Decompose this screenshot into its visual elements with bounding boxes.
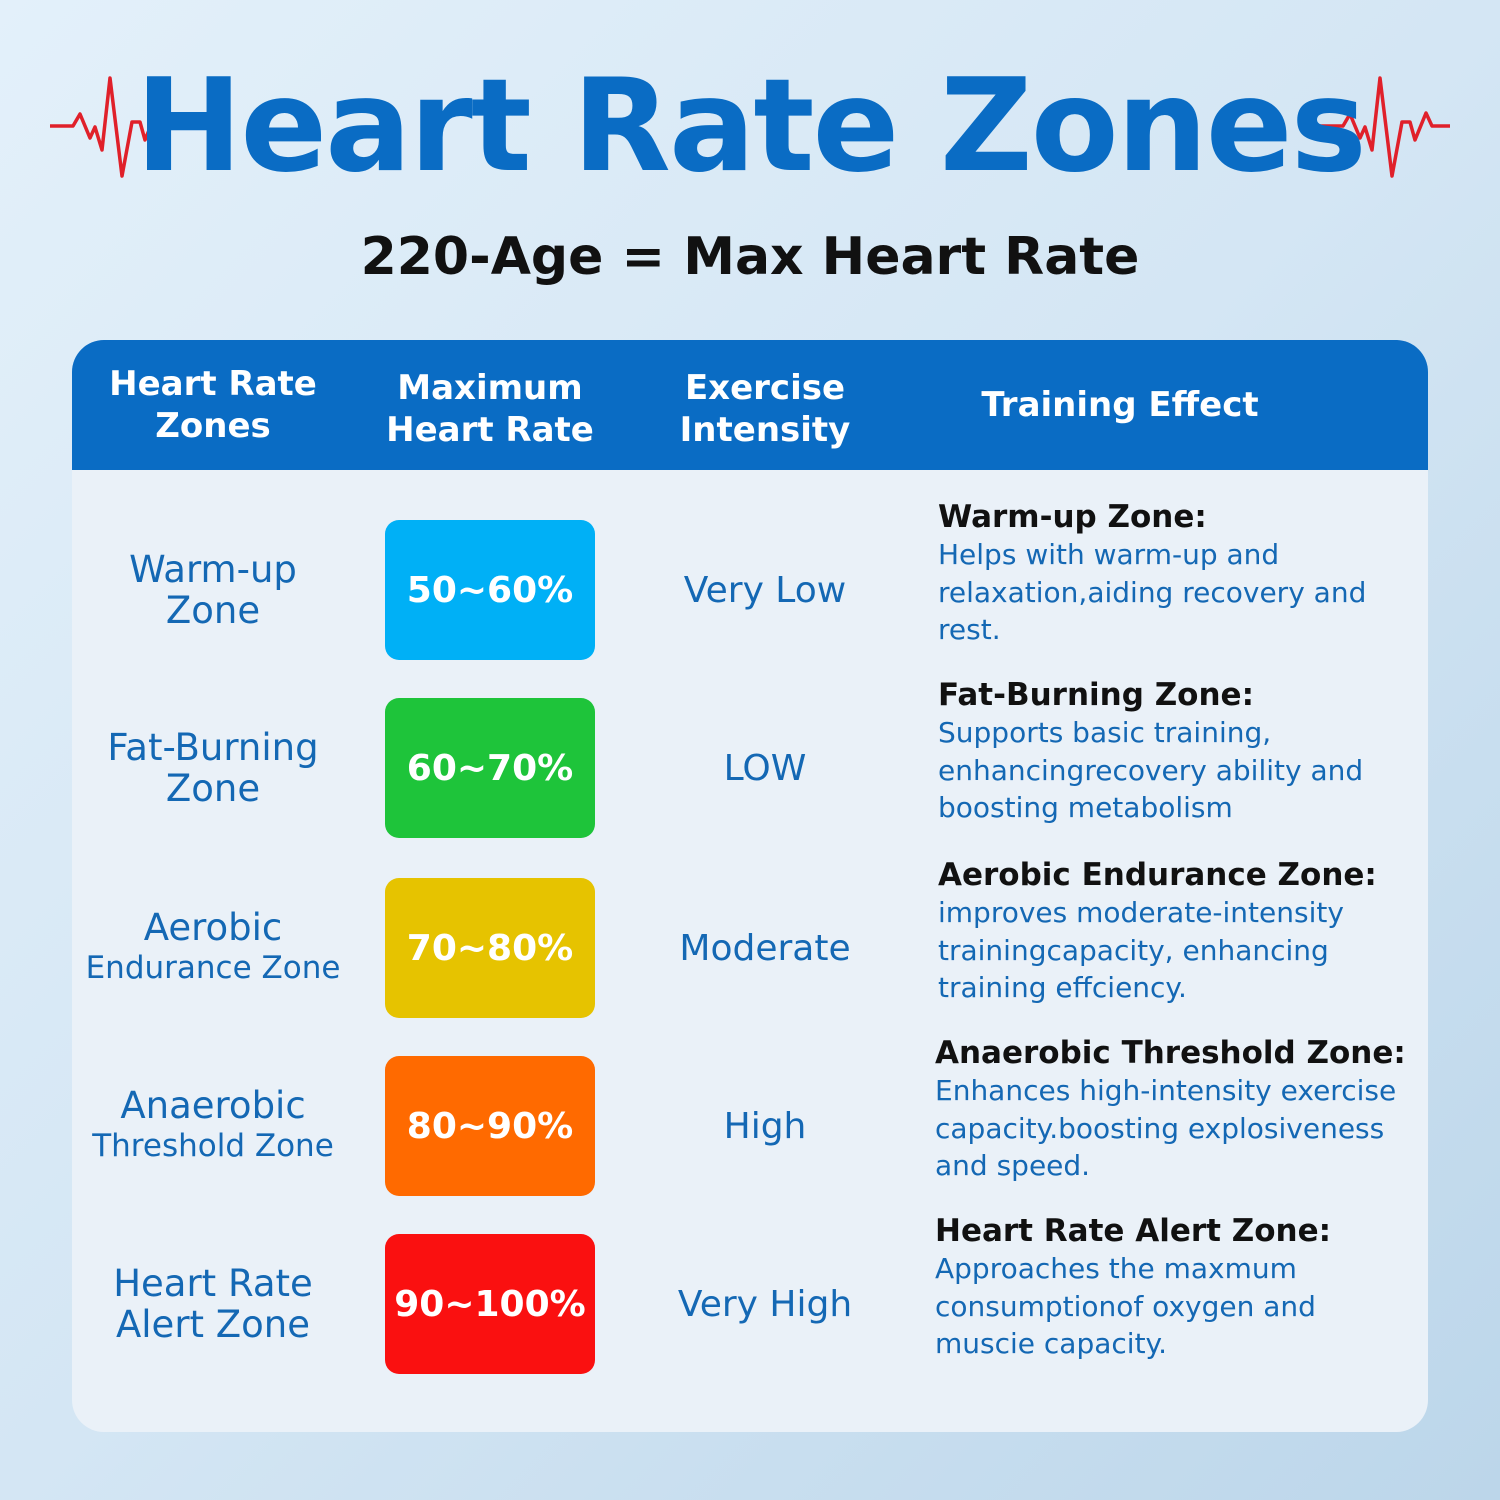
training-effect: Fat-Burning Zone: Supports basic trainin… [938,676,1418,827]
effect-text: Enhances high-intensity exercise capacit… [935,1074,1397,1182]
zone-name-line2: Endurance Zone [85,950,341,986]
zones-table: Heart Rate Zones Maximum Heart Rate Exer… [72,340,1428,1432]
zone-name: Warm-up Zone [72,510,354,670]
zone-name: Heart Rate Alert Zone [72,1224,354,1384]
formula-subtitle: 220-Age = Max Heart Rate [360,227,1140,287]
intensity: Very High [677,1283,853,1325]
zone-name-line2: Zone [165,589,261,632]
effect-title: Fat-Burning Zone: [938,677,1254,713]
training-effect: Anaerobic Threshold Zone: Enhances high-… [935,1034,1415,1185]
zone-name: Aerobic Endurance Zone [72,868,354,1028]
effect-title: Heart Rate Alert Zone: [935,1213,1332,1249]
effect-text: Supports basic training, enhancingrecove… [938,716,1364,824]
max-hr-badge: 50~60% [385,520,595,660]
table-row: Aerobic Endurance Zone 70~80% Moderate A… [72,857,1428,1028]
zone-name-line2: Zone [165,767,261,810]
table-row: Heart Rate Alert Zone 90~100% Very High … [72,1213,1428,1384]
intensity: Moderate [679,927,851,969]
header-intensity: Exercise Intensity [679,368,851,450]
page-title: Heart Rate Zones [135,52,1367,201]
zone-name-line1: Aerobic [143,906,283,949]
intensity: High [723,1105,807,1147]
effect-text: improves moderate-intensity trainingcapa… [938,896,1344,1004]
table-header: Heart Rate Zones Maximum Heart Rate Exer… [72,340,1428,470]
zone-name: Anaerobic Threshold Zone [72,1046,354,1206]
training-effect: Heart Rate Alert Zone: Approaches the ma… [935,1212,1415,1363]
intensity: Very Low [683,569,847,611]
effect-title: Anaerobic Threshold Zone: [935,1035,1406,1071]
effect-text: Approaches the maxmum consumptionof oxyg… [935,1252,1316,1360]
zone-name: Fat-Burning Zone [72,688,354,848]
max-hr-badge: 70~80% [385,878,595,1018]
max-hr-badge: 90~100% [385,1234,595,1374]
zone-name-line1: Warm-up [129,548,297,591]
heartbeat-ecg-icon [1320,76,1450,178]
table-row: Warm-up Zone 50~60% Very Low Warm-up Zon… [72,499,1428,670]
zone-name-line1: Heart Rate [113,1262,313,1305]
max-hr-badge: 60~70% [385,698,595,838]
zone-name-line2: Threshold Zone [92,1128,334,1164]
heartbeat-ecg-icon [50,76,180,178]
table-row: Anaerobic Threshold Zone 80~90% High Ana… [72,1035,1428,1206]
zone-name-line1: Fat-Burning [107,726,319,769]
effect-text: Helps with warm-up and relaxation,aiding… [938,538,1367,646]
training-effect: Aerobic Endurance Zone: improves moderat… [938,856,1418,1007]
max-hr-badge: 80~90% [385,1056,595,1196]
effect-title: Aerobic Endurance Zone: [938,857,1377,893]
header-effect: Training Effect [981,385,1259,425]
intensity: LOW [723,747,807,789]
header-zones: Heart Rate Zones [109,364,317,446]
effect-title: Warm-up Zone: [938,499,1207,535]
table-row: Fat-Burning Zone 60~70% LOW Fat-Burning … [72,677,1428,848]
zone-name-line1: Anaerobic [120,1084,306,1127]
zone-name-line2: Alert Zone [115,1303,311,1346]
header-max-hr: Maximum Heart Rate [386,368,594,450]
training-effect: Warm-up Zone: Helps with warm-up and rel… [938,498,1418,649]
